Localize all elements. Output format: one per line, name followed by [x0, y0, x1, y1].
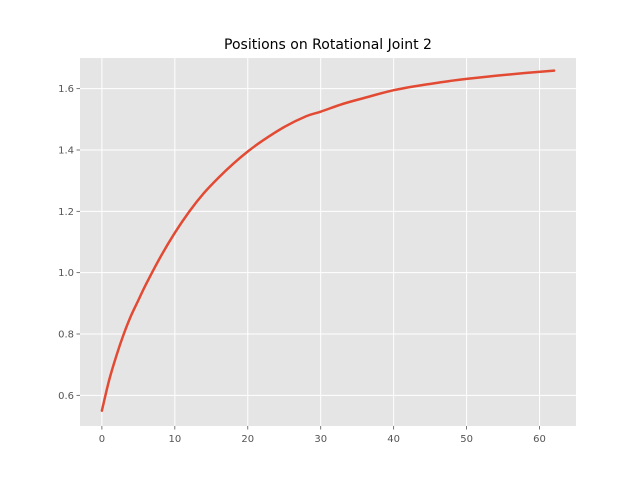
series-line [100, 69, 556, 412]
x-tick-label: 50 [460, 434, 473, 445]
x-axis-ticks: 0 10 20 30 40 50 60 [99, 426, 546, 445]
x-tick-label: 10 [168, 434, 181, 445]
y-axis-ticks: 0.6 0.8 1.0 1.2 1.4 1.6 [58, 84, 80, 402]
x-tick-label: 40 [387, 434, 400, 445]
x-tick-label: 20 [241, 434, 254, 445]
y-tick-label: 1.0 [58, 268, 74, 279]
grid-lines [80, 58, 576, 426]
x-tick-label: 0 [99, 434, 105, 445]
chart-title: Positions on Rotational Joint 2 [224, 37, 432, 53]
plot-background [80, 58, 576, 426]
y-tick-label: 0.6 [58, 391, 74, 402]
y-tick-label: 1.6 [58, 84, 74, 95]
y-tick-label: 1.4 [58, 146, 74, 157]
y-tick-label: 1.2 [58, 207, 74, 218]
series-group [100, 69, 556, 412]
x-tick-label: 60 [533, 434, 546, 445]
y-tick-label: 0.8 [58, 330, 74, 341]
x-tick-label: 30 [314, 434, 327, 445]
